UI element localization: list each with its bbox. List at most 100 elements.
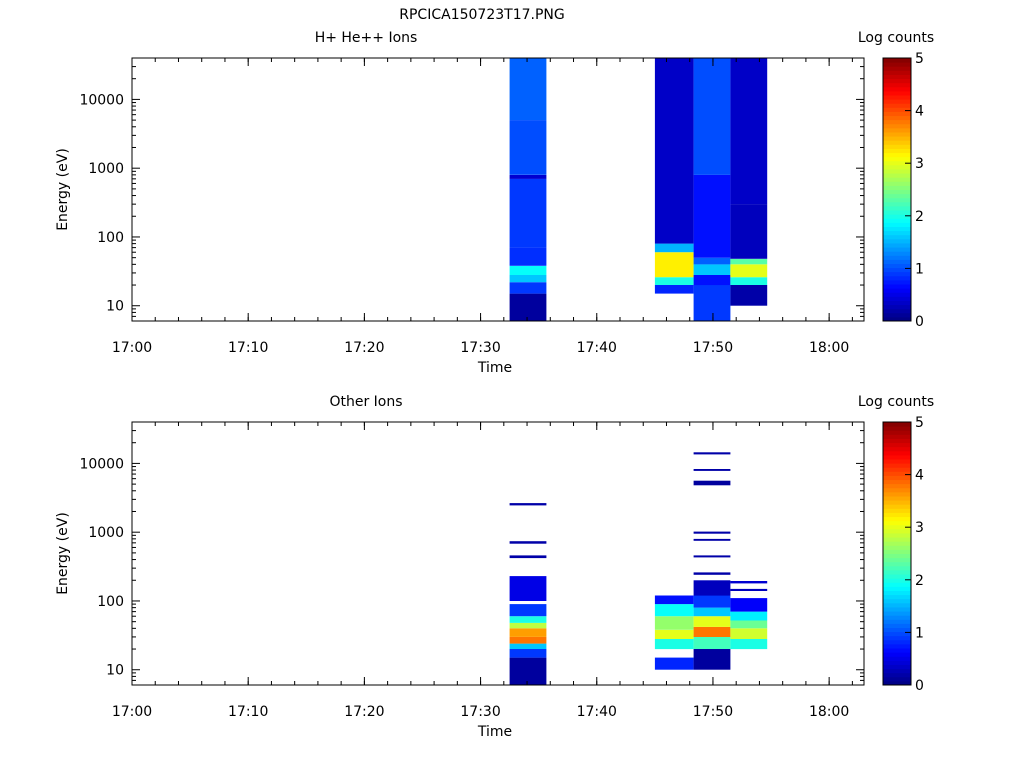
- spectrogram-cell: [509, 58, 547, 121]
- colorbar-tick-label: 1: [915, 261, 924, 277]
- spectrogram-cell: [693, 538, 731, 541]
- colorbar-swatch: [883, 156, 911, 162]
- spectrogram-cell: [693, 58, 731, 175]
- colorbar-swatch: [883, 635, 911, 641]
- colorbar-swatch: [883, 127, 911, 133]
- colorbar-swatch: [883, 676, 911, 682]
- colorbar-tick-label: 4: [915, 104, 924, 120]
- spectrogram-cell: [654, 595, 694, 605]
- y-tick-label: 100: [97, 230, 124, 246]
- colorbar-label: Log counts: [858, 394, 934, 410]
- spectrogram-cell: [509, 628, 547, 637]
- spectrogram-cell: [509, 120, 547, 175]
- colorbar-swatch: [883, 446, 911, 452]
- y-tick-label: 10: [106, 663, 124, 679]
- colorbar-swatch: [883, 304, 911, 310]
- colorbar-swatch: [883, 565, 911, 571]
- spectrogram-cell: [509, 622, 547, 629]
- spectrogram-cell: [693, 257, 731, 265]
- colorbar-swatch: [883, 74, 911, 80]
- spectrogram-cell: [654, 252, 694, 278]
- spectrogram-cell: [730, 620, 768, 629]
- colorbar-swatch: [883, 652, 911, 657]
- spectrogram-cell: [730, 611, 768, 621]
- colorbar-swatch: [883, 222, 911, 227]
- figure-title: RPCICA150723T17.PNG: [399, 7, 564, 23]
- colorbar-swatch: [883, 660, 911, 665]
- spectrogram-cell: [730, 58, 768, 205]
- colorbar-swatch: [883, 422, 911, 427]
- colorbar-swatch: [883, 99, 911, 104]
- spectrogram-cell: [509, 178, 547, 248]
- colorbar-swatch: [883, 271, 911, 277]
- colorbar-swatch: [883, 308, 911, 314]
- colorbar-swatch: [883, 288, 911, 293]
- x-tick-label: 17:30: [460, 704, 500, 720]
- x-tick-label: 17:20: [344, 704, 384, 720]
- colorbar-swatch: [883, 78, 911, 84]
- colorbar-swatch: [883, 524, 911, 530]
- spectrogram-cell: [730, 598, 768, 612]
- spectrogram-cell: [509, 576, 547, 601]
- colorbar-swatch: [883, 255, 911, 260]
- panel-other-ions: 17:00 17:10 17:20 17:30 17:40 17:50 18:0010100…: [55, 394, 934, 740]
- colorbar-swatch: [883, 292, 911, 297]
- colorbar-swatch: [883, 70, 911, 75]
- spectrogram-cell: [509, 643, 547, 649]
- y-tick-label: 1000: [88, 525, 124, 541]
- colorbar-swatch: [883, 58, 911, 63]
- colorbar-tick-label: 5: [915, 415, 924, 431]
- colorbar-swatch: [883, 164, 911, 170]
- spectrogram-cell: [693, 595, 731, 608]
- x-tick-label: 17:30: [460, 340, 500, 356]
- colorbar-swatch: [883, 438, 911, 444]
- colorbar-swatch: [883, 623, 911, 628]
- spectrogram-cell: [654, 629, 694, 639]
- colorbar-swatch: [883, 214, 911, 219]
- colorbar-swatch: [883, 672, 911, 678]
- colorbar-swatch: [883, 467, 911, 472]
- colorbar-swatch: [883, 569, 911, 575]
- colorbar-swatch: [883, 627, 911, 633]
- colorbar-swatch: [883, 442, 911, 448]
- colorbar-swatch: [883, 545, 911, 550]
- colorbar-swatch: [883, 680, 911, 686]
- spectrogram-cell: [693, 626, 731, 637]
- spectrogram-cell: [654, 639, 694, 650]
- y-tick-label: 10000: [79, 92, 124, 108]
- x-tick-label: 17:10: [228, 340, 268, 356]
- colorbar-swatch: [883, 82, 911, 88]
- spectrogram-cell: [693, 480, 731, 486]
- spectrogram-cell: [509, 636, 547, 644]
- panel-h-he-ions: 17:00 17:10 17:20 17:30 17:40 17:50 18:0010100…: [55, 30, 934, 376]
- x-tick-label: 17:50: [693, 704, 733, 720]
- colorbar-swatch: [883, 316, 911, 322]
- spectrogram-cell: [730, 285, 768, 306]
- colorbar-swatch: [883, 479, 911, 485]
- colorbar: 0 1 2 3 4 5 Log counts: [858, 394, 934, 694]
- spectrogram-cell: [693, 531, 731, 534]
- spectrogram-cell: [509, 555, 547, 559]
- colorbar-swatch: [883, 218, 911, 223]
- colorbar-swatch: [883, 639, 911, 645]
- colorbar-swatch: [883, 500, 911, 505]
- spectrogram-cell: [509, 604, 547, 617]
- colorbar-swatch: [883, 62, 911, 67]
- spectrogram-cell: [509, 293, 547, 321]
- colorbar-tick-label: 1: [915, 625, 924, 641]
- x-tick-label: 17:40: [577, 340, 617, 356]
- colorbar-tick-label: 0: [915, 678, 924, 694]
- colorbar-swatch: [883, 90, 911, 96]
- y-tick-label: 10: [106, 299, 124, 315]
- colorbar-tick-label: 2: [915, 209, 924, 225]
- colorbar-swatch: [883, 648, 911, 653]
- colorbar-swatch: [883, 598, 911, 604]
- colorbar-swatch: [883, 66, 911, 71]
- colorbar-swatch: [883, 483, 911, 489]
- colorbar-swatch: [883, 94, 911, 100]
- colorbar-swatch: [883, 508, 911, 513]
- colorbar-swatch: [883, 557, 911, 563]
- y-tick-label: 10000: [79, 456, 124, 472]
- colorbar-swatch: [883, 516, 911, 522]
- spectrogram-cell: [693, 649, 731, 670]
